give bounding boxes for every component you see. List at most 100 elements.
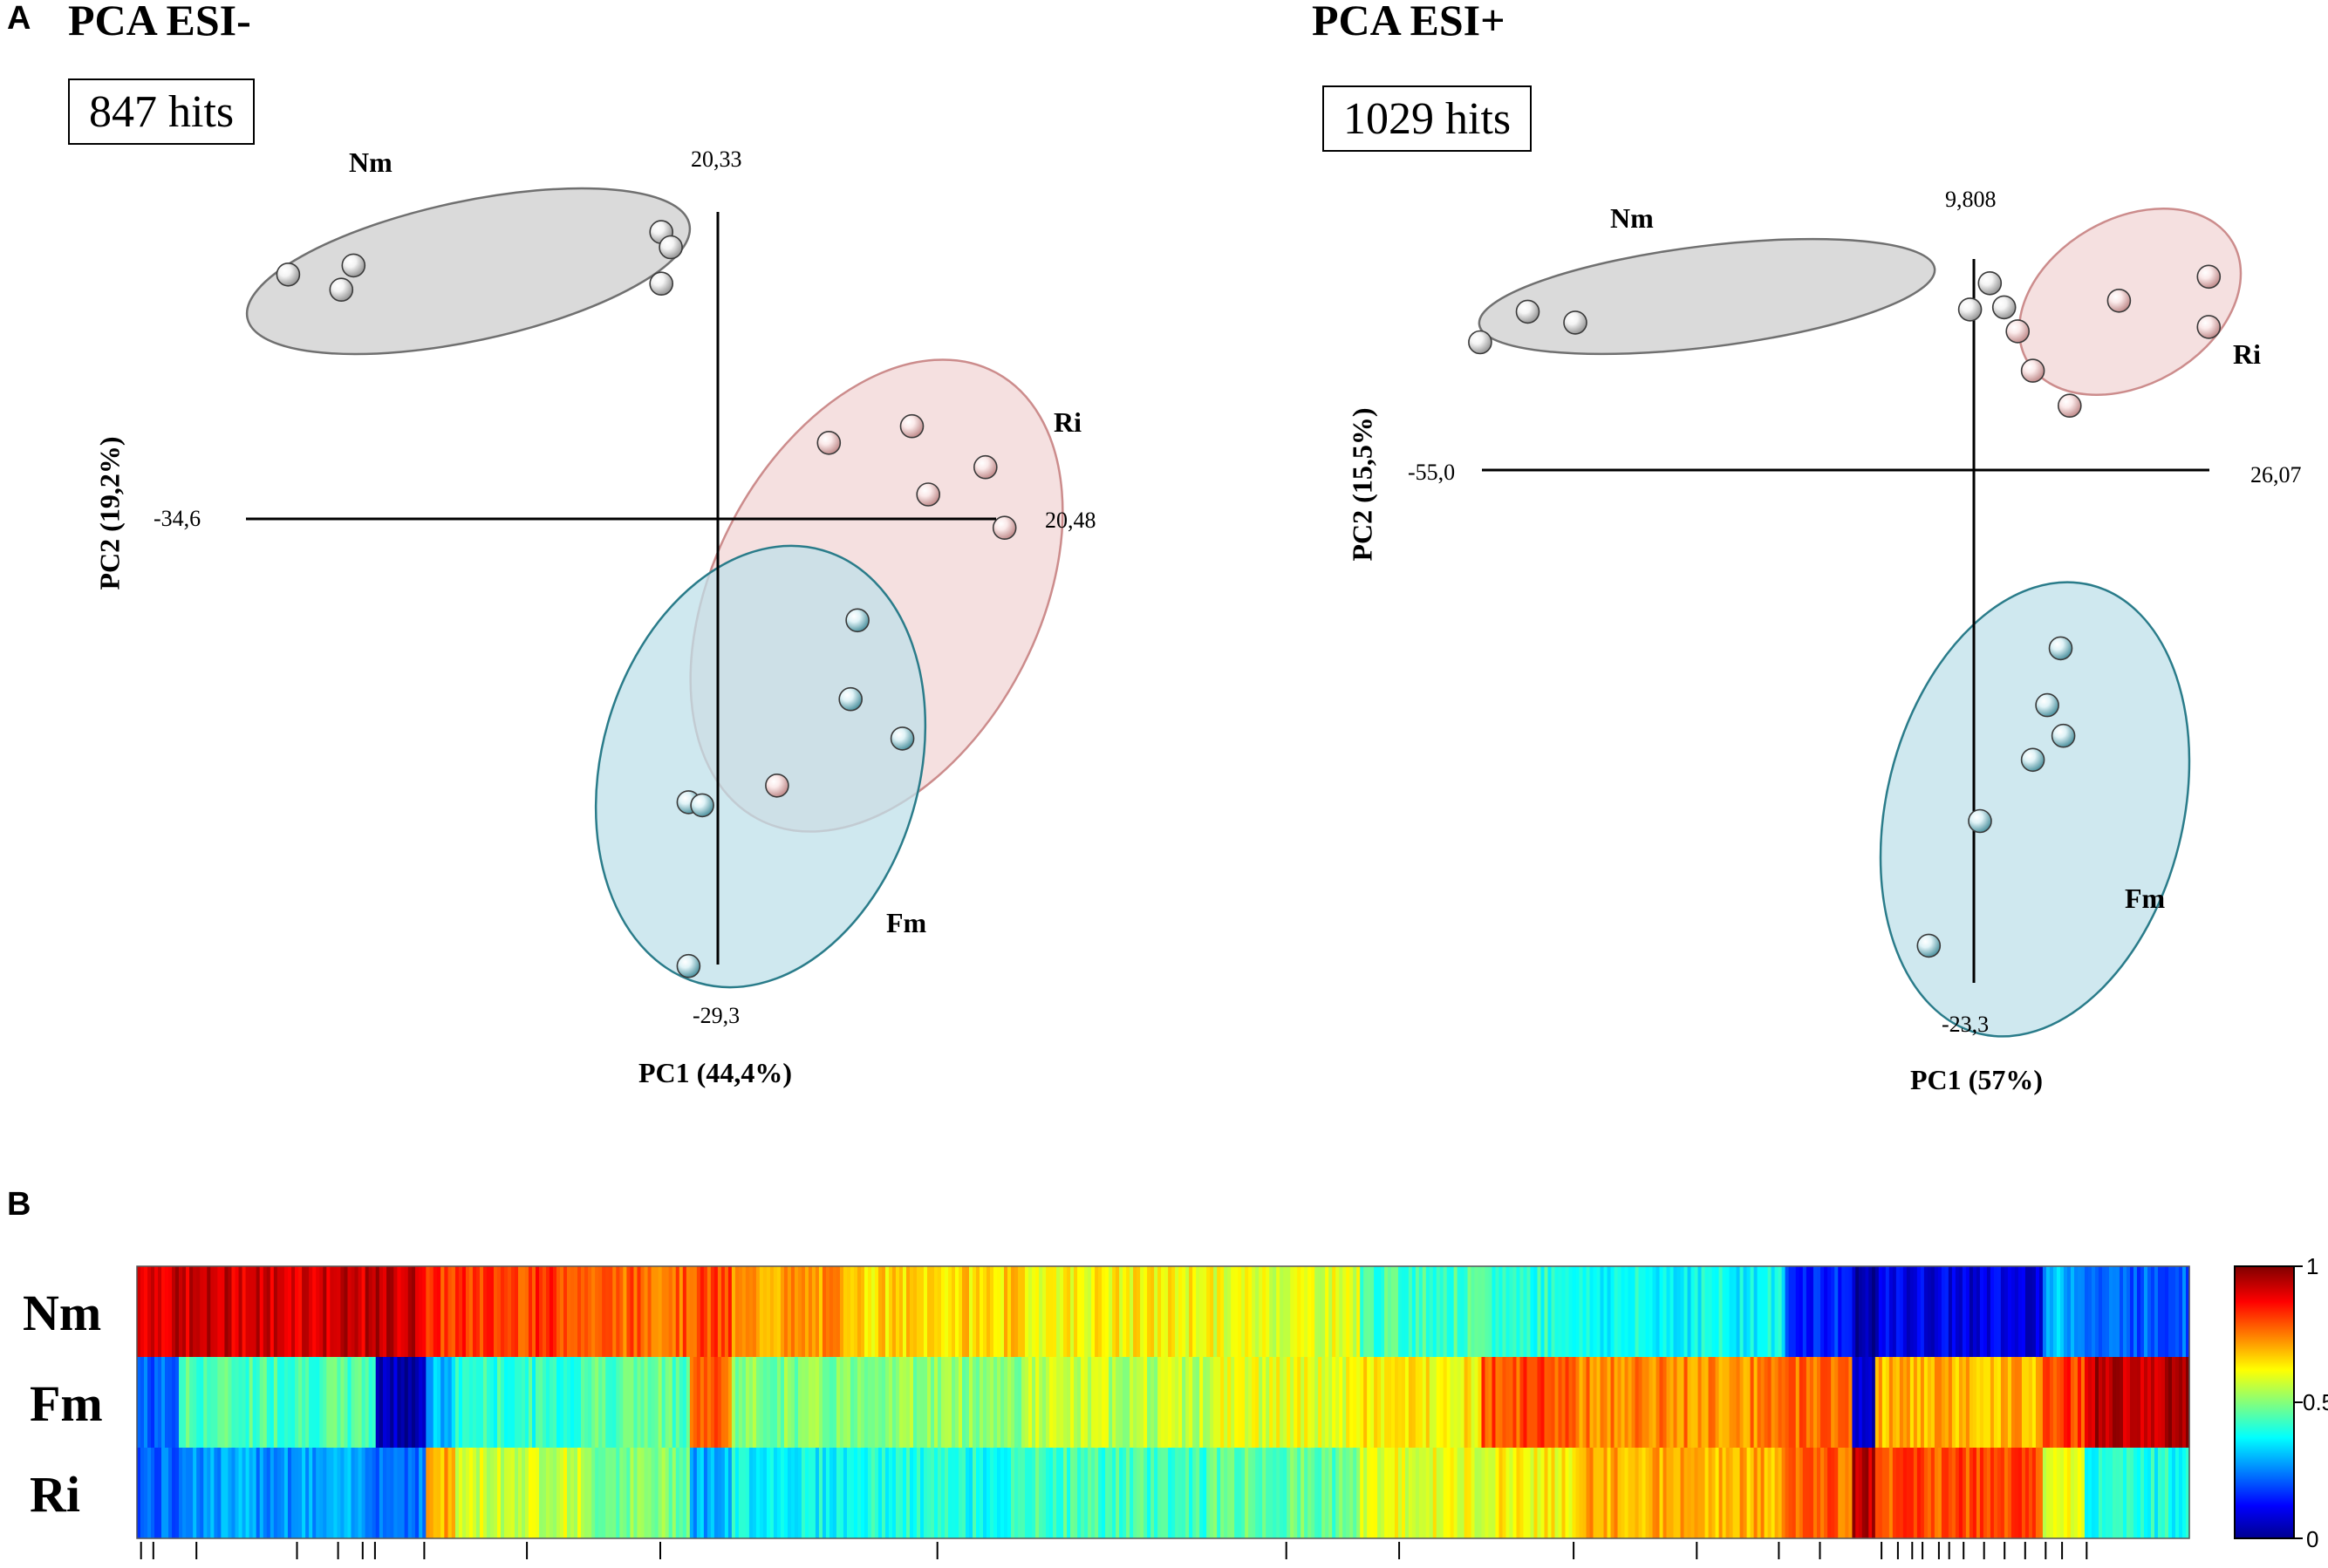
heatmap-cell — [340, 1448, 345, 1538]
heatmap-cell — [1610, 1357, 1615, 1448]
heatmap-cell — [955, 1266, 959, 1357]
heatmap-cell — [1979, 1266, 1984, 1357]
heatmap-cell — [422, 1266, 427, 1357]
heatmap-cell — [926, 1357, 932, 1448]
heatmap-cell — [731, 1266, 736, 1357]
heatmap-cell — [1673, 1266, 1678, 1357]
heatmap-cell — [1547, 1357, 1553, 1448]
heatmap-cell — [2028, 1357, 2033, 1448]
heatmap-cell — [1460, 1357, 1465, 1448]
heatmap-cell — [2112, 1448, 2117, 1538]
heatmap-cell — [574, 1266, 578, 1357]
heatmap-cell — [207, 1448, 211, 1538]
heatmap-cell — [287, 1448, 292, 1538]
heatmap-cell — [1885, 1266, 1890, 1357]
heatmap-cell — [891, 1357, 897, 1448]
heatmap-cell — [461, 1266, 467, 1357]
heatmap-cell — [1516, 1266, 1521, 1357]
heatmap-cell — [1642, 1448, 1647, 1538]
heatmap-cell — [623, 1357, 627, 1448]
heatmap-cell — [647, 1266, 652, 1357]
heatmap-cell — [1199, 1448, 1204, 1538]
heatmap-cell — [245, 1266, 250, 1357]
ellipse-nm — [1478, 237, 1936, 356]
heatmap-cell — [256, 1448, 261, 1538]
heatmap-cell — [2049, 1266, 2054, 1357]
heatmap-cell — [787, 1357, 792, 1448]
heatmap-cell — [337, 1266, 342, 1357]
heatmap-cell — [1565, 1266, 1570, 1357]
heatmap-cell — [429, 1357, 434, 1448]
heatmap-cell — [1276, 1448, 1280, 1538]
heatmap-cell — [1377, 1448, 1382, 1538]
heatmap-cell — [661, 1266, 666, 1357]
heatmap-cell — [1722, 1448, 1727, 1538]
heatmap-cell — [952, 1448, 956, 1538]
point-ri-5 — [992, 515, 1017, 541]
heatmap-cell — [1666, 1448, 1671, 1538]
heatmap-cell — [843, 1266, 848, 1357]
heatmap-cell — [1335, 1357, 1340, 1448]
ellipse-nm — [245, 187, 692, 356]
heatmap-cell — [411, 1448, 416, 1538]
heatmap-cell — [717, 1357, 722, 1448]
heatmap-cell — [2101, 1448, 2106, 1538]
heatmap-cell — [1388, 1448, 1392, 1538]
heatmap-cell — [1248, 1448, 1253, 1538]
heatmap-cell — [333, 1266, 338, 1357]
heatmap-cell — [1415, 1448, 1420, 1538]
heatmap-cell — [217, 1357, 222, 1448]
heatmap-cell — [1418, 1448, 1423, 1538]
heatmap-cell — [623, 1448, 627, 1538]
heatmap-cell — [2035, 1266, 2040, 1357]
heatmap-cell — [2045, 1266, 2051, 1357]
heatmap-cell — [1384, 1266, 1389, 1357]
heatmap-cell — [776, 1448, 782, 1538]
heatmap-cell — [479, 1266, 484, 1357]
heatmap-cell — [1116, 1357, 1120, 1448]
heatmap-cell — [923, 1448, 928, 1538]
heatmap-cell — [249, 1357, 254, 1448]
heatmap-cell — [1624, 1266, 1629, 1357]
heatmap-cell — [1154, 1266, 1158, 1357]
heatmap-cell — [976, 1266, 980, 1357]
heatmap-cell — [1060, 1448, 1064, 1538]
heatmap-cell — [1923, 1448, 1929, 1538]
heatmap-cell — [1301, 1357, 1305, 1448]
heatmap-cell — [550, 1357, 554, 1448]
heatmap-cell — [1388, 1266, 1392, 1357]
heatmap-cell — [1074, 1448, 1078, 1538]
heatmap-cell — [486, 1448, 491, 1538]
heatmap-cell — [1607, 1448, 1612, 1538]
heatmap-cell — [1845, 1266, 1849, 1357]
heatmap-cell — [1000, 1448, 1005, 1538]
heatmap-cell — [1192, 1357, 1197, 1448]
heatmap-cell — [1245, 1266, 1249, 1357]
heatmap-cell — [1610, 1448, 1615, 1538]
heatmap-cell — [973, 1357, 977, 1448]
heatmap-cell — [276, 1266, 282, 1357]
heatmap-cell — [997, 1266, 1001, 1357]
heatmap-cell — [543, 1266, 547, 1357]
heatmap-cell — [741, 1448, 747, 1538]
heatmap-cell — [1983, 1448, 1988, 1538]
heatmap-cell — [898, 1357, 904, 1448]
heatmap-cell — [382, 1266, 387, 1357]
heatmap-cell — [475, 1266, 481, 1357]
heatmap-cell — [1753, 1448, 1758, 1538]
heatmap-cell — [2021, 1357, 2026, 1448]
heatmap-cell — [1568, 1266, 1574, 1357]
heatmap-cell — [1203, 1448, 1207, 1538]
heatmap-cell — [1245, 1357, 1249, 1448]
heatmap-cell — [1687, 1357, 1692, 1448]
heatmap-cell — [2105, 1266, 2110, 1357]
heatmap-cell — [2077, 1357, 2082, 1448]
heatmap-cell — [535, 1448, 540, 1538]
heatmap-cell — [888, 1357, 893, 1448]
heatmap-cell — [672, 1448, 677, 1538]
heatmap-cell — [1979, 1357, 1984, 1448]
heatmap-cell — [1349, 1448, 1354, 1538]
heatmap-cell — [1874, 1448, 1880, 1538]
heatmap-cell — [386, 1448, 391, 1538]
heatmap-cell — [276, 1357, 282, 1448]
